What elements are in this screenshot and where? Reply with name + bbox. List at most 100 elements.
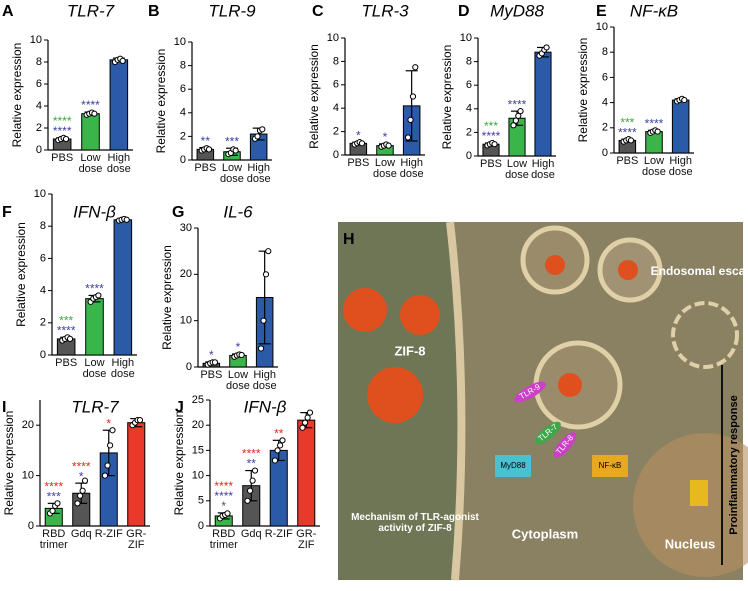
data-point <box>517 108 524 115</box>
chart-title: TLR-7 <box>71 397 119 416</box>
chart-title: NF-κB <box>630 1 678 20</box>
y-tick-label: 2 <box>36 122 42 134</box>
data-point <box>244 497 251 504</box>
bar <box>109 59 129 151</box>
x-tick-label: GR-ZIF <box>296 529 317 551</box>
data-point <box>279 437 286 444</box>
escape-endosome <box>671 301 739 369</box>
x-tick-box: Low dose <box>642 156 666 178</box>
receptor <box>514 381 546 403</box>
y-tick-label: 25 <box>192 394 204 406</box>
significance: * <box>79 469 84 483</box>
significance: **** <box>645 116 664 130</box>
x-tick-label: High dose <box>399 158 424 180</box>
zif-particle <box>367 367 423 423</box>
x-tick-box: High dose <box>110 358 135 380</box>
data-point <box>76 492 84 499</box>
x-tick-box: PBS <box>480 159 502 170</box>
x-tick-box: High dose <box>246 163 271 185</box>
gene <box>690 480 708 506</box>
significance: ** <box>274 426 284 440</box>
data-point <box>385 142 392 149</box>
data-point <box>49 507 56 514</box>
y-tick-label: 0 <box>186 361 192 373</box>
data-point <box>627 137 635 144</box>
panel-letter: A <box>2 3 14 20</box>
x-tick-label: Low dose <box>505 159 529 181</box>
caption-box: Mechanism of TLR-agonist activity of ZIF… <box>351 512 479 534</box>
bar <box>81 113 100 151</box>
data-point <box>79 487 86 494</box>
x-tick-label: Low dose <box>642 156 666 178</box>
data-point <box>274 447 281 454</box>
data-point <box>101 472 109 479</box>
x-tick-label: PBS <box>616 156 639 167</box>
y-tick-label: 0 <box>198 520 204 532</box>
bar <box>534 51 552 157</box>
data-point <box>543 44 550 51</box>
panel-letter: E <box>596 3 607 20</box>
data-point <box>211 359 219 366</box>
y-axis-label: Relative expression <box>160 245 174 350</box>
significance: ** <box>201 134 211 148</box>
y-axis-label: Relative expression <box>154 49 168 154</box>
y-axis-label: Relative expression <box>440 45 454 150</box>
x-tick-label: GR-ZIF <box>126 529 147 551</box>
x-tick-label: PBS <box>51 153 74 164</box>
data-point <box>304 414 311 421</box>
zif-particle <box>400 295 440 335</box>
x-tick-box: Gdq <box>71 529 92 540</box>
significance: **** <box>53 114 72 128</box>
significance: **** <box>57 323 76 337</box>
y-tick-label: 6 <box>36 78 42 90</box>
significance: *** <box>59 313 73 327</box>
panel-letter: C <box>312 3 324 20</box>
x-tick-box: High dose <box>107 153 131 175</box>
panel-letter: B <box>148 3 160 20</box>
chart-title: IL-6 <box>223 202 253 221</box>
y-tick-label: 10 <box>460 32 472 44</box>
y-tick-label: 6 <box>40 252 46 264</box>
data-point <box>510 122 517 129</box>
x-tick-label: High dose <box>110 358 135 380</box>
y-tick-label: 10 <box>22 470 34 482</box>
chart-title: TLR-9 <box>208 1 256 20</box>
significance: *** <box>225 134 239 148</box>
x-tick-box: Low dose <box>505 159 529 181</box>
x-tick-box: Low dose <box>82 358 107 380</box>
y-axis-label: Relative expression <box>172 411 186 516</box>
x-tick-label: High dose <box>246 163 271 185</box>
x-tick-label: Low dose <box>82 358 107 380</box>
y-tick-label: 10 <box>192 470 204 482</box>
x-tick-label: PBS <box>194 163 217 174</box>
data-point <box>232 147 239 154</box>
data-point <box>306 409 314 416</box>
y-tick-label: 8 <box>36 56 42 68</box>
y-tick-label: 10 <box>30 34 42 46</box>
x-tick-box: PBS <box>51 153 74 164</box>
caption: Mechanism of TLR-agonist activity of ZIF… <box>351 512 479 534</box>
y-tick-label: 4 <box>602 97 608 109</box>
data-point <box>259 126 266 133</box>
data-point <box>299 424 306 431</box>
x-tick-box: PBS <box>200 370 222 381</box>
y-tick-label: 10 <box>327 32 339 44</box>
data-point <box>265 248 272 255</box>
x-tick-label: High dose <box>668 156 693 178</box>
zif-particle <box>343 288 387 332</box>
y-tick-label: 0 <box>602 147 608 159</box>
chart-title: IFN-β <box>73 202 116 221</box>
data-point <box>224 510 231 517</box>
label: NF-κB <box>599 461 622 470</box>
bar <box>85 298 104 356</box>
x-tick-box: PBS <box>194 163 217 174</box>
data-point <box>251 467 259 474</box>
y-tick-label: 8 <box>180 60 186 72</box>
x-tick-box: PBS <box>347 158 369 169</box>
y-tick-label: 5 <box>198 495 204 507</box>
y-tick-label: 2 <box>333 126 339 138</box>
y-tick-label: 0 <box>333 149 339 161</box>
y-tick-label: 15 <box>192 444 204 456</box>
x-tick-box: High dose <box>399 158 424 180</box>
